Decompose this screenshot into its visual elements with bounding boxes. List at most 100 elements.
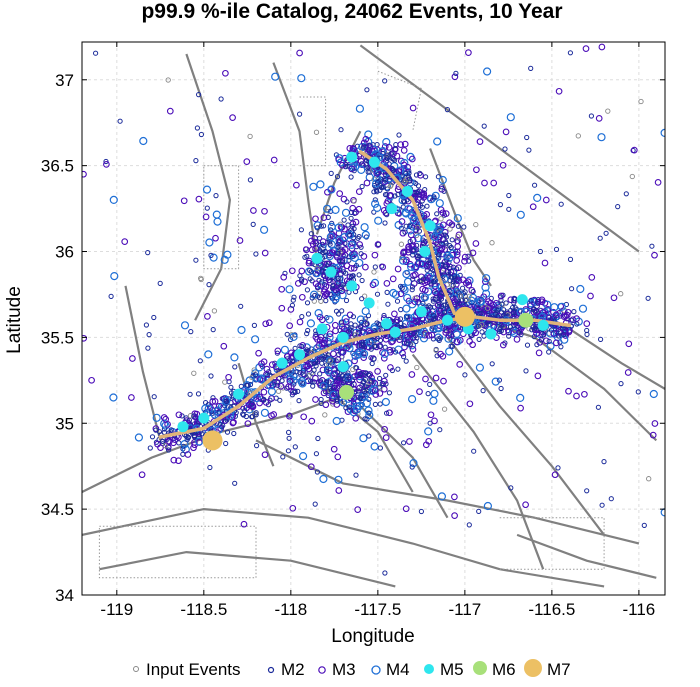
event-point — [396, 211, 402, 217]
event-point — [278, 285, 286, 293]
event-point — [162, 442, 169, 449]
m5-event — [415, 306, 427, 318]
event-point — [362, 416, 368, 422]
event-point — [343, 405, 349, 411]
y-tick-label: 34.5 — [41, 500, 74, 519]
event-point — [360, 349, 369, 358]
event-point — [284, 331, 290, 337]
event-point — [204, 350, 213, 359]
event-point — [396, 132, 402, 138]
event-point — [449, 237, 455, 243]
event-point — [261, 207, 268, 215]
event-point — [476, 336, 482, 342]
event-point — [298, 379, 307, 388]
event-point — [108, 293, 114, 299]
event-point — [128, 394, 135, 401]
event-point — [326, 236, 332, 242]
event-point — [267, 387, 276, 396]
m5-event — [363, 297, 375, 309]
event-point — [377, 183, 383, 189]
event-point — [153, 439, 159, 445]
event-point — [446, 219, 453, 227]
event-point — [109, 393, 118, 402]
event-point — [603, 230, 609, 236]
event-point — [523, 368, 529, 374]
event-point — [399, 229, 407, 237]
event-point — [298, 293, 306, 301]
event-point — [300, 413, 308, 421]
event-point — [618, 381, 624, 387]
event-point — [324, 366, 333, 375]
event-point — [455, 289, 461, 295]
event-point — [497, 292, 505, 300]
event-point — [440, 221, 447, 229]
event-point — [338, 246, 344, 252]
event-point — [196, 92, 202, 98]
event-point — [546, 329, 555, 338]
event-point — [251, 335, 260, 344]
event-point — [422, 375, 429, 383]
event-point — [584, 488, 590, 494]
event-point — [576, 284, 585, 294]
event-point — [374, 335, 380, 341]
event-point — [403, 358, 409, 364]
fault-zone-dotted — [203, 165, 240, 270]
event-point — [541, 332, 547, 338]
event-point — [357, 157, 365, 165]
event-point — [231, 430, 237, 437]
event-point — [343, 240, 350, 247]
event-point — [377, 343, 383, 349]
event-point — [202, 185, 212, 194]
event-point — [402, 178, 408, 185]
fault-line — [185, 53, 232, 321]
m5-event — [177, 421, 189, 433]
event-point — [249, 414, 255, 420]
event-point — [361, 378, 367, 385]
event-point — [397, 290, 405, 298]
event-point — [345, 222, 351, 228]
event-point — [453, 257, 461, 264]
event-point — [357, 371, 364, 379]
event-point — [412, 263, 420, 271]
event-point — [434, 353, 440, 359]
event-point — [362, 135, 370, 143]
event-point — [222, 379, 228, 385]
event-point — [348, 215, 354, 221]
event-point — [543, 300, 552, 309]
m7-event — [454, 306, 475, 327]
event-point — [282, 270, 288, 276]
event-point — [462, 372, 468, 378]
event-point — [254, 443, 260, 449]
event-point — [329, 390, 338, 399]
event-point — [369, 360, 375, 367]
event-point — [406, 438, 413, 445]
event-point — [138, 471, 146, 479]
event-point — [434, 301, 442, 309]
event-point — [327, 222, 336, 231]
event-point — [351, 250, 358, 258]
event-point — [331, 295, 340, 304]
event-point — [401, 140, 409, 148]
event-point — [361, 388, 367, 395]
event-point — [290, 297, 296, 303]
event-point — [209, 398, 217, 405]
event-point — [355, 394, 361, 400]
event-point — [574, 321, 580, 327]
event-point — [466, 400, 474, 408]
event-point — [409, 459, 418, 468]
event-point — [356, 329, 362, 335]
y-tick-label: 34 — [55, 586, 74, 605]
event-point — [374, 241, 382, 248]
event-point — [354, 506, 362, 513]
event-point — [296, 49, 303, 57]
event-point — [430, 267, 436, 273]
y-tick-label: 36 — [55, 243, 74, 262]
event-point — [598, 43, 606, 51]
fault-line — [446, 336, 605, 536]
event-point — [389, 337, 396, 345]
event-point — [371, 387, 379, 394]
event-point — [439, 209, 447, 217]
event-point — [533, 330, 540, 337]
event-point — [629, 173, 635, 180]
event-point — [280, 273, 288, 281]
